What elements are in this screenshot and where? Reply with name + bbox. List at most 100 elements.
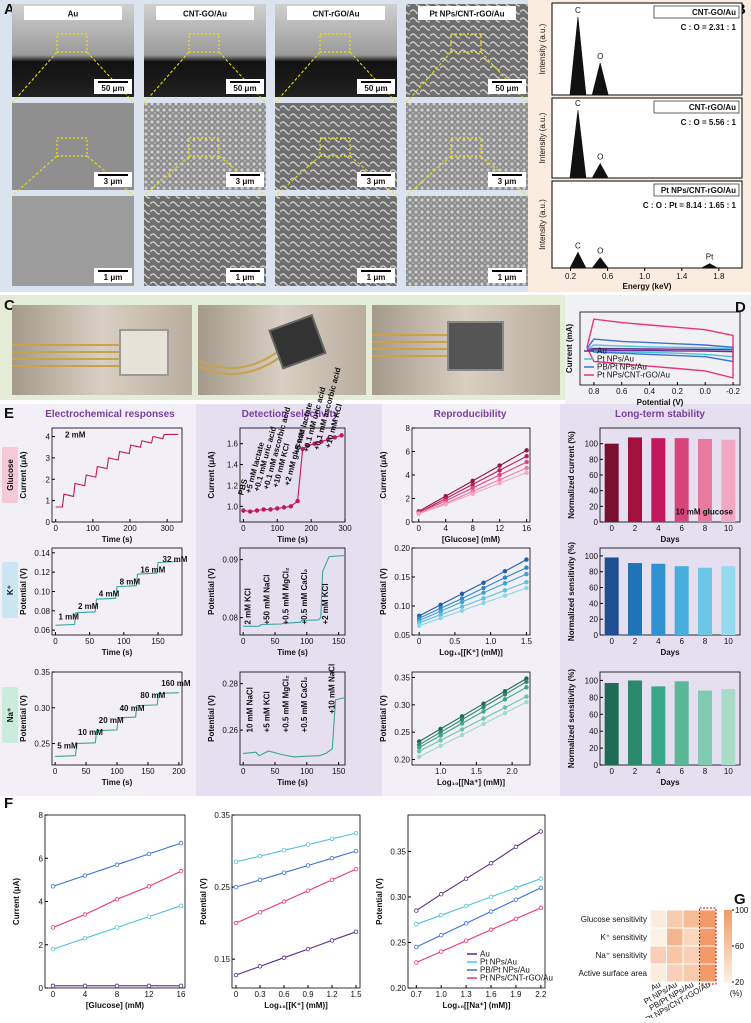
y-tick-label: 0.25 (394, 728, 410, 737)
legend-label: Pt NPs/Au (597, 355, 634, 364)
heatmap-cell (666, 909, 684, 929)
plot-frame (239, 427, 346, 523)
x-tick-label: 6 (679, 767, 684, 776)
y-tick-label: 0.25 (390, 938, 406, 947)
x-tick-label: 0.2 (565, 272, 577, 281)
data-point (513, 916, 519, 921)
data-point (497, 481, 502, 486)
x-tick-label: 150 (141, 767, 155, 776)
data-point (82, 912, 88, 917)
x-axis-label: Time (s) (277, 535, 308, 544)
x-axis-label: Days (660, 778, 680, 787)
y-axis-label: Normalized current (%) (567, 431, 576, 519)
series-line (235, 832, 357, 863)
data-point (481, 580, 486, 585)
x-tick-label: 0.6 (616, 387, 628, 396)
scale-bar-label: 3 μm (498, 177, 517, 186)
x-tick-label: 2 (633, 637, 638, 646)
data-point (502, 581, 508, 586)
y-axis-label: Current (μA) (19, 451, 28, 498)
plot-frame (239, 671, 346, 766)
legend-label: Pt NPs/Au (480, 958, 517, 967)
data-point (178, 869, 184, 874)
data-point (233, 920, 239, 926)
data-point (538, 876, 544, 881)
series-line (418, 567, 527, 619)
data-point (497, 472, 502, 478)
y-axis-label: Current (μA) (12, 878, 21, 925)
annotation: 40 mM (120, 704, 145, 713)
y-tick-label: 100 (585, 552, 599, 561)
legend-label: Pt NPs/CNT-rGO/Au (597, 371, 670, 380)
heatmap-cell (699, 927, 717, 947)
y-tick-label: 40 (589, 727, 598, 736)
y-tick-label: 0 (594, 518, 599, 527)
x-tick-label: 8 (703, 524, 708, 533)
bar (674, 681, 689, 765)
series-line (418, 696, 527, 752)
panel-label: A (4, 1, 15, 18)
data-point (502, 569, 508, 574)
sample-bg (653, 5, 740, 19)
data-point (497, 477, 502, 482)
y-tick-label: 40 (589, 487, 598, 496)
eds-ratio: C : O : Pt = 8.14 : 1.65 : 1 (643, 201, 737, 210)
y-axis-label: Current (μA) (379, 451, 388, 498)
data-point (524, 565, 529, 570)
data-point (146, 914, 152, 919)
x-tick-label: 200 (123, 524, 137, 533)
series-line (586, 318, 734, 379)
y-tick-label: 1.6 (227, 440, 239, 449)
x-tick-label: 200 (304, 524, 318, 533)
annotation: PBS (236, 477, 249, 496)
x-tick-label: 0 (241, 767, 246, 776)
x-axis-label: Log₁₀[[Na⁺] (mM)] (437, 778, 505, 787)
x-tick-label: 2.0 (507, 767, 519, 776)
x-tick-label: 1.5 (350, 990, 362, 999)
data-point (414, 922, 419, 927)
y-tick-label: 0.14 (34, 549, 50, 558)
peak-label: C (575, 99, 581, 108)
x-tick-label: 2 (633, 524, 638, 533)
series-line (418, 701, 527, 758)
data-point (459, 596, 465, 601)
series-line (418, 686, 527, 748)
y-axis-label: Current (μA) (207, 451, 216, 498)
colorbar-step (724, 960, 732, 965)
zoom-line (143, 155, 190, 197)
data-point (470, 482, 475, 487)
y-axis-label: Potential (V) (379, 695, 388, 742)
colorbar-step (724, 974, 732, 979)
x-tick-label: 0 (53, 767, 58, 776)
data-point (288, 504, 294, 509)
data-point (241, 508, 246, 513)
colorbar-step (724, 917, 732, 922)
data-point (459, 727, 465, 732)
zoom-line (349, 51, 398, 104)
eds-ratio: C : O = 2.31 : 1 (681, 23, 737, 32)
data-point (463, 903, 469, 909)
x-tick-label: 0 (609, 767, 614, 776)
y-tick-label: 80 (589, 693, 598, 702)
scale-bar-label: 3 μm (367, 177, 386, 186)
y-axis-label: Potential (V) (19, 695, 28, 742)
annotation: 10 mM (78, 728, 103, 737)
data-point (114, 925, 120, 930)
series-line (419, 581, 527, 624)
x-tick-label: 16 (522, 524, 531, 533)
heatmap-col-label: Au (649, 980, 662, 993)
data-point (488, 909, 494, 914)
data-point (513, 844, 519, 850)
y-tick-label: 20 (589, 502, 598, 511)
colorbar-step (724, 910, 732, 915)
peak-label: O (597, 247, 603, 256)
data-point (305, 443, 310, 448)
heatmap-cell (649, 963, 667, 983)
colorbar-step (724, 967, 732, 972)
x-tick-label: 12 (145, 990, 154, 999)
x-tick-label: 0 (241, 637, 246, 646)
y-tick-label: 60 (589, 471, 598, 480)
data-point (82, 936, 88, 941)
data-point (281, 848, 287, 853)
bar (721, 566, 736, 635)
